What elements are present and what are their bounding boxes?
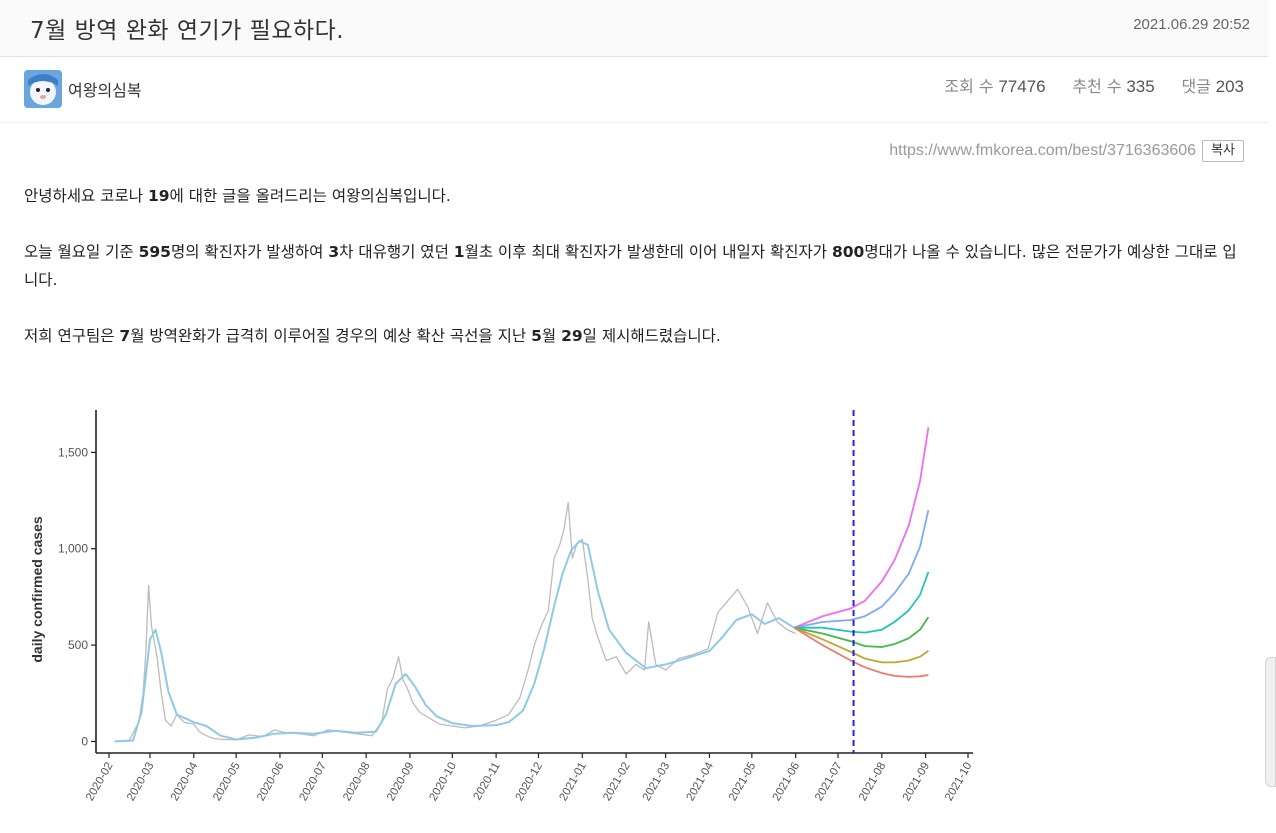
- x-tick-label: 2020-03: [125, 761, 157, 804]
- x-tick-label: 2021-05: [727, 761, 759, 804]
- series-scenario-5: [793, 626, 929, 664]
- x-tick-label: 2020-07: [297, 761, 329, 804]
- post-url[interactable]: https://www.fmkorea.com/best/3716363606: [889, 142, 1197, 159]
- y-tick-label: 1,500: [58, 445, 88, 459]
- post-date: 2021.06.29 20:52: [1133, 16, 1250, 33]
- views-label: 조회 수: [944, 77, 994, 96]
- y-tick-label: 1,000: [58, 542, 88, 556]
- likes-label: 추천 수: [1072, 77, 1122, 96]
- article-body: 안녕하세요 코로나 19에 대한 글을 올려드리는 여왕의심복입니다. 오늘 월…: [24, 182, 1242, 378]
- series-scenario-1: [793, 427, 930, 629]
- x-tick-label: 2020-12: [514, 761, 546, 804]
- x-tick-label: 2020-06: [255, 761, 287, 804]
- y-tick-label: 500: [68, 638, 88, 652]
- avatar[interactable]: [24, 70, 62, 108]
- series-scenario-2: [794, 509, 930, 629]
- scrollbar[interactable]: [1265, 657, 1276, 787]
- x-tick-label: 2021-04: [685, 760, 717, 803]
- y-tick-label: 0: [81, 734, 88, 748]
- post-title: 7월 방역 완화 연기가 필요하다.: [30, 18, 345, 44]
- x-tick-label: 2021-09: [901, 761, 933, 804]
- series-scenario-4: [794, 616, 930, 648]
- x-tick-label: 2020-10: [427, 761, 459, 804]
- x-tick-label: 2021-01: [557, 761, 589, 804]
- views-count: 77476: [998, 77, 1046, 96]
- x-tick-label: 2021-10: [943, 761, 975, 804]
- post-meta: 여왕의심복 조회 수 77476 추천 수 335 댓글 203: [0, 57, 1268, 123]
- x-tick-label: 2021-07: [813, 761, 845, 804]
- avatar-character-icon: [24, 70, 62, 108]
- x-tick-label: 2021-02: [601, 761, 633, 804]
- y-axis-title: daily confirmed cases: [29, 516, 45, 663]
- x-tick-label: 2021-03: [641, 761, 673, 804]
- comments-count: 203: [1215, 77, 1244, 96]
- x-tick-label: 2020-04: [169, 760, 201, 803]
- comments-label: 댓글: [1181, 77, 1211, 96]
- x-tick-label: 2020-11: [472, 761, 503, 803]
- post-header: 7월 방역 완화 연기가 필요하다. 2021.06.29 20:52: [0, 0, 1268, 57]
- series-smoothed: [114, 540, 795, 743]
- paragraph-intro: 안녕하세요 코로나 19에 대한 글을 올려드리는 여왕의심복입니다.: [24, 187, 451, 205]
- copy-url-button[interactable]: 복사: [1202, 140, 1244, 162]
- author-name[interactable]: 여왕의심복: [68, 81, 142, 100]
- series-scenario-6: [793, 626, 929, 678]
- permalink-row: https://www.fmkorea.com/best/3716363606 …: [889, 139, 1244, 163]
- chart-svg: 0 500 1,000 1,500 daily confirmed cases 2020-…: [29, 410, 975, 804]
- post-stats: 조회 수 77476 추천 수 335 댓글 203: [944, 73, 1244, 97]
- paragraph-research: 저희 연구팀은 7월 방역완화가 급격히 이루어질 경우의 예상 확산 곡선을 …: [24, 327, 721, 345]
- x-tick-label: 2020-08: [341, 761, 373, 804]
- x-tick-label: 2021-08: [857, 761, 889, 804]
- x-tick-label: 2021-06: [771, 761, 803, 804]
- likes-count: 335: [1126, 77, 1155, 96]
- x-tick-label: 2020-02: [84, 761, 116, 804]
- covid-projection-chart: 0 500 1,000 1,500 daily confirmed cases 2020-…: [18, 398, 988, 829]
- series-scenario-3: [794, 571, 930, 634]
- paragraph-today: 오늘 월요일 기준 595명의 확진자가 발생하여 3차 대유행기 였던 1월초…: [24, 243, 1237, 289]
- x-tick-label: 2020-05: [211, 761, 243, 804]
- series-raw-daily: [114, 501, 796, 743]
- x-tick-label: 2020-09: [385, 761, 417, 804]
